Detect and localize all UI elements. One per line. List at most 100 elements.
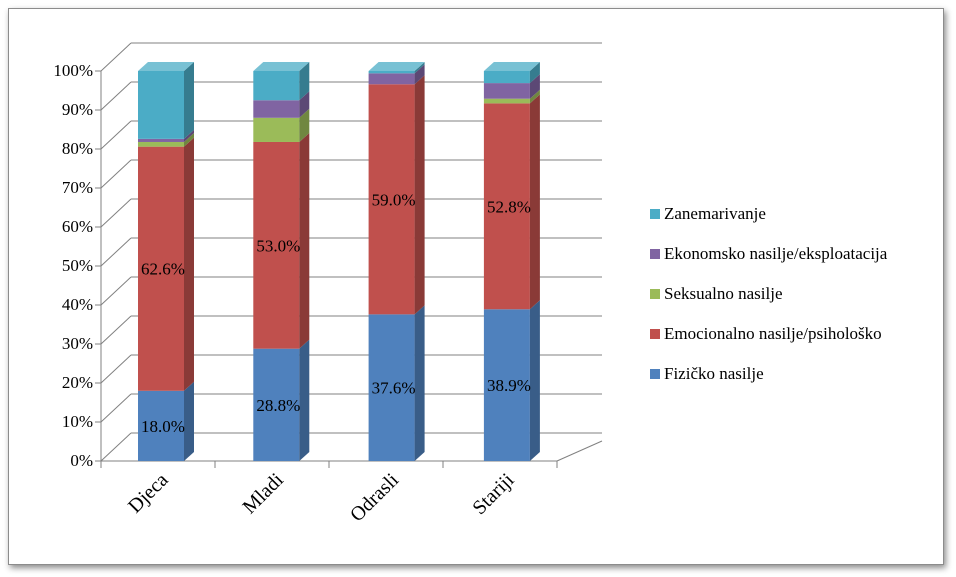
bar-segment — [138, 146, 184, 391]
gridline-diagonal — [100, 315, 132, 345]
bar-segment-side — [414, 62, 425, 74]
bar-stack — [253, 62, 310, 461]
bar-segment — [253, 141, 300, 349]
legend-label: Zanemarivanje — [664, 204, 766, 223]
data-label: 37.6% — [372, 379, 416, 398]
gridline-diagonal — [100, 159, 132, 189]
category-label: Mladi — [238, 469, 288, 519]
y-tick-label: 30% — [62, 334, 93, 353]
bar-segment — [483, 71, 530, 84]
legend-item: Seksualno nasilje — [650, 284, 783, 303]
gridline-diagonal — [100, 81, 132, 111]
bar-segment — [368, 73, 415, 85]
legend-label: Ekonomsko nasilje/eksploatacija — [664, 244, 888, 263]
gridline-diagonal — [100, 42, 132, 72]
bar-stack — [138, 62, 194, 461]
legend-label: Seksualno nasilje — [664, 284, 783, 303]
bar-stack — [368, 62, 425, 461]
legend-swatch — [650, 289, 660, 299]
gridline-diagonal — [100, 198, 132, 228]
bar-segment — [253, 71, 300, 101]
bar-segment — [138, 138, 184, 142]
legend-swatch — [650, 329, 660, 339]
bar-segment-side — [299, 339, 310, 461]
legend-item: Emocionalno nasilje/psihološko — [650, 324, 882, 343]
bar-segment — [368, 71, 415, 74]
category-label: Odrasli — [346, 469, 404, 527]
bar-segment — [368, 314, 415, 461]
bar-segment-side — [414, 75, 425, 315]
legend-swatch — [650, 369, 660, 379]
chart-svg: 0% 10% 20% 30% 40% 50% 60% 70% 80% 90% 100% 18.0% 2… — [53, 42, 888, 527]
bar-segment-side — [299, 62, 310, 101]
legend-item: Ekonomsko nasilje/eksploatacija — [650, 244, 888, 263]
bar-segment — [483, 309, 530, 461]
legend-item: Fizičko nasilje — [650, 364, 764, 383]
data-label: 59.0% — [372, 190, 416, 209]
bar-top-face — [483, 62, 540, 71]
gridline-diagonal — [100, 237, 132, 267]
bar-top-face — [253, 62, 310, 71]
data-label: 28.8% — [256, 396, 300, 415]
y-tick-label: 70% — [62, 178, 93, 197]
bar-top-face — [368, 62, 425, 71]
bar-segment — [368, 84, 415, 315]
data-label: 18.0% — [141, 417, 185, 436]
gridline-diagonal — [100, 276, 132, 306]
bar-segment — [483, 98, 530, 104]
bar-segment-side — [529, 74, 540, 99]
bar-segment-side — [299, 91, 310, 118]
bar-segment-side — [184, 129, 194, 142]
category-label: Stariji — [468, 469, 518, 519]
data-label: 62.6% — [141, 260, 185, 279]
bar-segment-side — [299, 132, 310, 349]
legend-label: Emocionalno nasilje/psihološko — [664, 324, 882, 343]
bar-segment-side — [414, 64, 425, 85]
bar-segment — [138, 390, 184, 461]
bar-segment — [483, 103, 530, 310]
y-tick-label: 0% — [70, 451, 93, 470]
data-label: 38.9% — [487, 376, 531, 395]
bar-segment-side — [529, 89, 540, 104]
data-label: 53.0% — [256, 236, 300, 255]
y-tick-label: 10% — [62, 412, 93, 431]
bar-segment-side — [529, 62, 540, 84]
legend-swatch — [650, 249, 660, 259]
category-labels: Djeca Mladi Odrasli Stariji — [124, 469, 519, 527]
bar-segment-side — [184, 62, 194, 139]
y-tick-label: 20% — [62, 373, 93, 392]
gridline-diagonal — [100, 393, 132, 423]
bar-segment-side — [529, 300, 540, 461]
bar-segment — [253, 100, 300, 118]
bar-segment-side — [184, 381, 194, 461]
gridline-diagonal — [100, 354, 132, 384]
y-tick-label: 50% — [62, 256, 93, 275]
bar-segment-side — [414, 305, 425, 461]
y-tick-label: 100% — [53, 61, 93, 80]
bar-segment-side — [184, 132, 194, 147]
bar-segment — [138, 141, 184, 147]
category-label: Djeca — [124, 469, 173, 518]
legend-item: Zanemarivanje — [650, 204, 766, 223]
bar-segment — [138, 71, 184, 139]
y-axis-tick-labels: 0% 10% 20% 30% 40% 50% 60% 70% 80% 90% 100% — [53, 61, 93, 470]
y-tick-label: 90% — [62, 100, 93, 119]
legend: Zanemarivanje Ekonomsko nasilje/eksploata… — [650, 204, 888, 383]
bar-segment-side — [529, 94, 540, 310]
legend-label: Fizičko nasilje — [664, 364, 764, 383]
y-tick-label: 40% — [62, 295, 93, 314]
bar-segment — [483, 83, 530, 99]
data-labels: 18.0% 28.8% 37.6% 38.9% 62.6% 53.0% 59.0% 52.8% — [141, 190, 531, 436]
bar-segment-side — [299, 108, 310, 142]
data-label: 52.8% — [487, 197, 531, 216]
bar-stack — [483, 62, 540, 461]
bar-top-face — [138, 62, 194, 71]
bar-segment — [253, 348, 300, 461]
floor-right-edge — [556, 440, 603, 462]
bars — [138, 62, 540, 461]
bar-segment-side — [184, 137, 194, 391]
gridline-diagonal — [100, 120, 132, 150]
chart-frame: 0% 10% 20% 30% 40% 50% 60% 70% 80% 90% 100% 18.0% 2… — [8, 8, 944, 565]
bar-segment — [253, 117, 300, 142]
gridline-diagonal — [100, 432, 132, 462]
